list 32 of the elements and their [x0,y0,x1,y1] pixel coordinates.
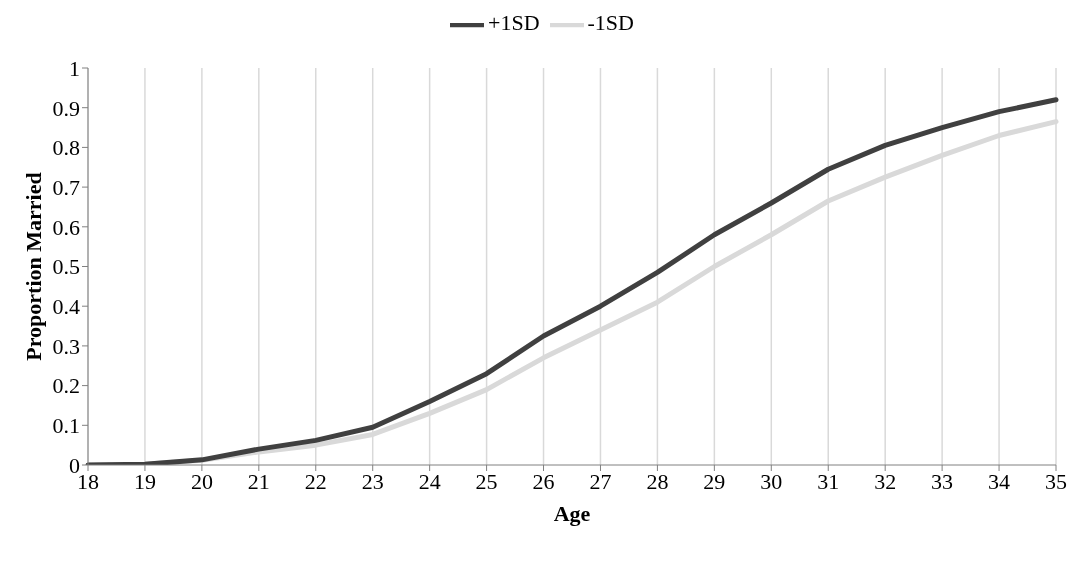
x-tick-label: 19 [133,468,156,494]
x-tick-label: 25 [475,468,498,494]
y-tick-label: 0.2 [52,373,80,399]
x-tick-label: 34 [988,468,1011,494]
x-tick-label: 35 [1045,468,1067,494]
y-tick-label: 0.5 [52,254,80,280]
legend-label: +1SD [488,10,540,36]
x-tick-label: 32 [874,468,897,494]
x-tick-label: 23 [361,468,384,494]
y-tick-label: 0.3 [52,333,80,359]
x-tick-label: 28 [646,468,669,494]
y-tick-label: 0.6 [52,214,80,240]
x-tick-label: 27 [589,468,612,494]
y-tick-label: 0.1 [52,413,80,439]
x-tick-label: 22 [304,468,327,494]
x-tick-label: 31 [817,468,840,494]
y-tick-label: 0.9 [52,95,80,121]
x-tick-label: 20 [190,468,213,494]
x-tick-label: 30 [760,468,783,494]
legend-label: -1SD [587,10,634,36]
x-axis-title: Age [553,500,591,526]
y-tick-label: 0 [69,452,80,478]
x-tick-label: 33 [931,468,954,494]
x-tick-label: 29 [703,468,726,494]
y-tick-label: 0.7 [52,174,80,200]
x-tick-label: 24 [418,468,441,494]
y-tick-label: 0.8 [52,135,80,161]
y-axis-title: Proportion Married [20,172,46,361]
x-tick-label: 21 [247,468,270,494]
y-tick-label: 1 [69,55,80,81]
x-tick-label: 26 [532,468,555,494]
y-tick-label: 0.4 [52,294,80,320]
